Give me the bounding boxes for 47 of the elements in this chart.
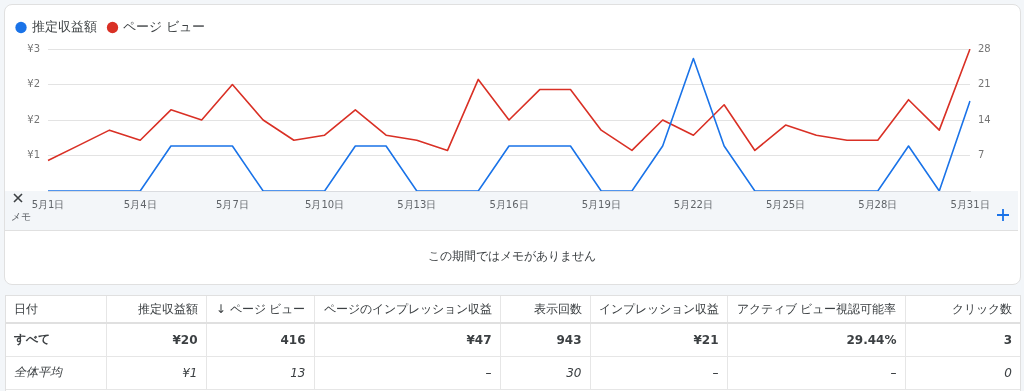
text: ¥47 xyxy=(314,323,500,356)
y2-tick-label: 14 xyxy=(978,113,991,125)
y-tick-label: ¥2 xyxy=(27,113,40,125)
text: – xyxy=(590,356,727,389)
legend-label: ページ ビュー xyxy=(123,18,206,34)
category-label: アクティブ ビュー視認可能率 xyxy=(727,296,905,323)
category-label: ↓ ページ ビュー xyxy=(206,296,314,323)
text: 943 xyxy=(500,323,590,356)
y2-tick-label: 28 xyxy=(978,42,991,54)
category-label: 表示回数 xyxy=(500,296,590,323)
text: – xyxy=(314,356,500,389)
legend-label: 推定収益額 xyxy=(31,18,97,34)
x-tick-label: 5月10日 xyxy=(305,198,345,210)
category-label: 推定収益額 xyxy=(106,296,206,323)
x-tick-label: 5月16日 xyxy=(489,198,529,210)
category-label: ページのインプレッション収益 xyxy=(314,296,500,323)
category-label: 日付 xyxy=(6,296,106,323)
text: 30 xyxy=(500,356,590,389)
text: メモ xyxy=(11,210,31,224)
text: この期間ではメモがありません xyxy=(426,248,597,265)
text: ¥1 xyxy=(106,356,206,389)
x-tick-label: 5月7日 xyxy=(216,198,249,210)
text: すべて xyxy=(6,323,106,356)
text: ¥21 xyxy=(590,323,727,356)
x-tick-label: 5月25日 xyxy=(766,198,806,210)
x-tick-label: 5月19日 xyxy=(581,198,621,210)
text: 29.44% xyxy=(727,323,905,356)
text: 0 xyxy=(1003,364,1013,382)
x-tick-label: 5月22日 xyxy=(673,198,713,210)
text: ¥20 xyxy=(106,323,206,356)
text: 13 xyxy=(206,356,314,389)
category-label: インプレッション収益 xyxy=(590,296,727,323)
y-tick-label: ¥2 xyxy=(27,78,40,90)
x-tick-label: 5月31日 xyxy=(950,198,990,210)
x-tick-label: 5月28日 xyxy=(858,198,898,210)
y-tick-label: ¥3 xyxy=(27,42,40,54)
text: 416 xyxy=(206,323,314,356)
y2-tick-label: 7 xyxy=(978,149,985,161)
text: 全体平均 xyxy=(6,356,106,389)
x-tick-label: 5月4日 xyxy=(123,198,157,210)
x-tick-label: 5月1日 xyxy=(31,198,65,210)
text: 3 xyxy=(1002,331,1013,349)
y-tick-label: ¥1 xyxy=(27,149,40,161)
y2-tick-label: 21 xyxy=(978,78,991,90)
text: – xyxy=(727,356,905,389)
category-label: クリック数 xyxy=(951,300,1013,318)
x-tick-label: 5月13日 xyxy=(397,198,437,210)
